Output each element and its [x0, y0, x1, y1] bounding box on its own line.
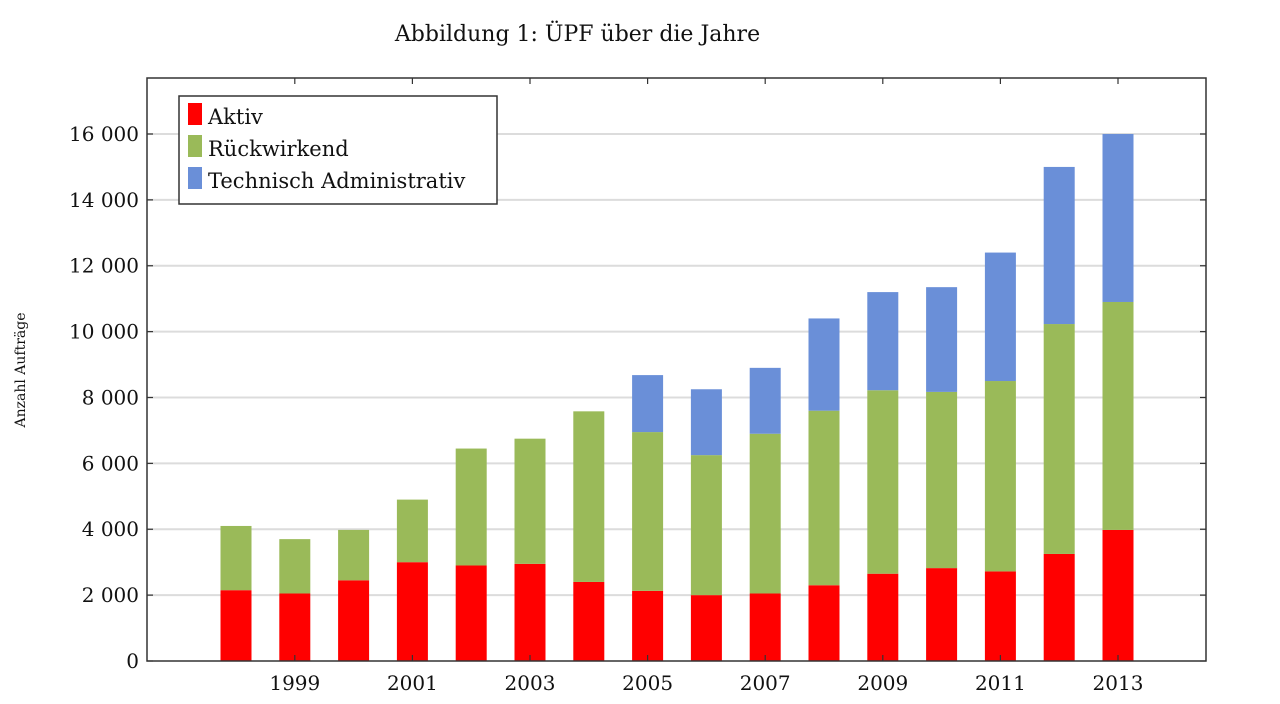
- y-tick-label: 2 000: [82, 583, 139, 607]
- x-tick-label: 2003: [505, 671, 556, 695]
- bar-segment: [984, 571, 1016, 661]
- bar-segment: [1102, 133, 1134, 302]
- bar-segment: [632, 590, 664, 661]
- bar-segment: [338, 580, 370, 661]
- bar-segment: [1043, 553, 1075, 661]
- x-tick-label: 2001: [387, 671, 438, 695]
- plot-frame: [146, 77, 1207, 662]
- y-axis: 0 2 000 4 000 6 000 8 000 10 000 12 000 14 000 1…: [69, 122, 1206, 673]
- bar-segment: [749, 433, 781, 594]
- legend-label: Rückwirkend: [208, 137, 349, 161]
- bar-segment: [338, 529, 370, 581]
- bar-segment: [1102, 301, 1134, 530]
- bar-segment: [455, 448, 487, 566]
- bar-segment: [690, 389, 722, 456]
- y-tick-label: 14 000: [69, 188, 139, 212]
- bar-segment: [220, 525, 252, 591]
- bar-segment: [1102, 529, 1134, 661]
- legend-swatch: [188, 103, 202, 125]
- bar-segment: [867, 292, 899, 391]
- bar-segment: [632, 375, 664, 433]
- x-tick-label: 2007: [740, 671, 791, 695]
- bar-segment: [926, 287, 958, 392]
- legend-label: Technisch Administrativ: [208, 169, 465, 193]
- bar-segment: [573, 411, 605, 582]
- bar-segment: [514, 438, 546, 564]
- legend-label: Aktiv: [207, 105, 263, 129]
- bar-segment: [984, 252, 1016, 382]
- bar-segment: [867, 390, 899, 574]
- y-tick-label: 4 000: [82, 517, 139, 541]
- y-tick-label: 0: [126, 649, 139, 673]
- bar-segment: [926, 568, 958, 661]
- x-tick-label: 2005: [622, 671, 673, 695]
- y-tick-label: 16 000: [69, 122, 139, 146]
- x-tick-label: 2011: [975, 671, 1026, 695]
- y-tick-label: 10 000: [69, 320, 139, 344]
- bar-segment: [1043, 166, 1075, 325]
- legend-swatch: [188, 135, 202, 157]
- x-tick-label: 1999: [269, 671, 320, 695]
- chart-title: Abbildung 1: ÜPF über die Jahre: [394, 22, 761, 47]
- bar-segment: [220, 590, 252, 661]
- x-axis: 1999 2001 2003 2005 2007 2009 2011 2013: [269, 78, 1143, 695]
- bar-segment: [926, 391, 958, 569]
- bar-segment: [808, 585, 840, 661]
- bar-segment: [632, 432, 664, 591]
- x-tick-label: 2009: [857, 671, 908, 695]
- bar-segment: [396, 499, 428, 563]
- legend: Aktiv Rückwirkend Technisch Administrativ: [178, 95, 498, 205]
- bar-segment: [279, 593, 311, 661]
- y-tick-label: 6 000: [82, 451, 139, 475]
- bars: [220, 133, 1134, 661]
- legend-swatch: [188, 167, 202, 189]
- x-tick-label: 2013: [1093, 671, 1144, 695]
- bar-segment: [396, 562, 428, 661]
- bar-segment: [573, 581, 605, 661]
- bar-segment: [1043, 324, 1075, 554]
- bar-segment: [690, 595, 722, 661]
- bar-segment: [867, 573, 899, 661]
- bar-segment: [514, 563, 546, 661]
- bar-segment: [984, 381, 1016, 572]
- legend-box: [178, 95, 498, 205]
- y-tick-label: 12 000: [69, 254, 139, 278]
- bar-segment: [749, 367, 781, 434]
- bar-segment: [808, 410, 840, 586]
- bar-segment: [279, 539, 311, 594]
- bar-segment: [749, 593, 781, 661]
- bar-segment: [690, 455, 722, 596]
- bar-segment: [808, 318, 840, 411]
- bar-segment: [455, 565, 487, 661]
- y-tick-label: 8 000: [82, 385, 139, 409]
- y-axis-label: Anzahl Aufträge: [13, 312, 29, 428]
